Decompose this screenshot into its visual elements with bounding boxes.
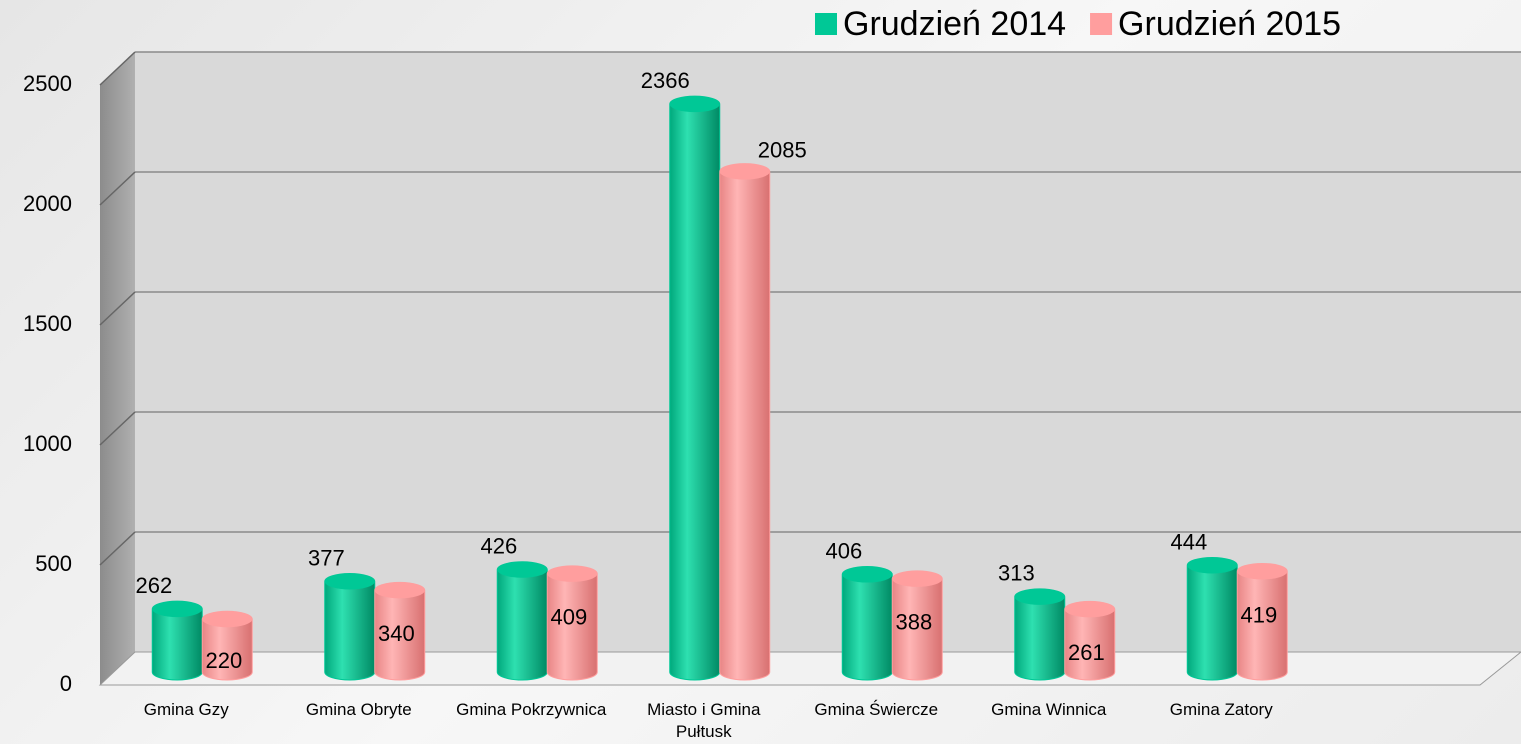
bar bbox=[841, 566, 893, 681]
side-wall bbox=[100, 52, 135, 685]
y-tick-label: 500 bbox=[35, 551, 72, 576]
grid-line bbox=[99, 51, 136, 86]
bar-top bbox=[1237, 563, 1288, 580]
y-tick-label: 2000 bbox=[23, 191, 72, 216]
legend-swatch bbox=[1090, 13, 1113, 35]
value-label: 406 bbox=[826, 538, 863, 563]
legend-label: Grudzień 2014 bbox=[843, 5, 1066, 43]
value-label: 261 bbox=[1068, 640, 1105, 665]
grid-line bbox=[99, 411, 136, 446]
x-tick-label: Gmina Pokrzywnica bbox=[456, 700, 607, 719]
x-tick-label: Gmina Świercze bbox=[814, 700, 939, 719]
value-label: 419 bbox=[1241, 602, 1278, 627]
floor bbox=[98, 651, 1521, 686]
grid-line bbox=[99, 171, 136, 206]
value-label: 426 bbox=[481, 534, 518, 559]
bar-top bbox=[152, 601, 203, 618]
legend-label: Grudzień 2015 bbox=[1118, 5, 1341, 43]
bar-top bbox=[842, 566, 893, 583]
bar-top bbox=[669, 96, 720, 113]
bar bbox=[719, 163, 771, 681]
bar-top bbox=[374, 582, 425, 599]
back-wall bbox=[135, 52, 1521, 652]
y-tick-label: 1000 bbox=[23, 431, 72, 456]
bar-top bbox=[719, 163, 770, 180]
value-label: 377 bbox=[308, 545, 345, 570]
bar-top bbox=[547, 565, 598, 582]
value-label: 388 bbox=[896, 610, 933, 635]
value-label: 2085 bbox=[758, 137, 807, 162]
value-label: 409 bbox=[551, 605, 588, 630]
x-tick-label: Miasto i Gmina Pułtusk bbox=[647, 700, 761, 741]
value-label: 2366 bbox=[641, 68, 690, 93]
bar-top bbox=[1014, 588, 1065, 605]
bar-top bbox=[497, 561, 548, 578]
x-tick-label: Gmina Zatory bbox=[1169, 700, 1273, 719]
legend-swatch bbox=[815, 13, 837, 35]
x-tick-label: Gmina Winnica bbox=[991, 700, 1107, 719]
bar-top bbox=[324, 573, 375, 590]
grid-line bbox=[99, 291, 136, 326]
bar bbox=[1186, 556, 1238, 681]
bar-top bbox=[202, 611, 253, 628]
x-tick-label: Gmina Gzy bbox=[143, 700, 229, 719]
y-tick-label: 2500 bbox=[23, 71, 72, 96]
value-label: 444 bbox=[1171, 529, 1208, 554]
grid-line bbox=[99, 531, 136, 566]
x-tick-label: Gmina Obryte bbox=[305, 700, 412, 719]
bar-top bbox=[892, 570, 943, 587]
y-tick-label: 0 bbox=[60, 671, 72, 696]
value-label: 313 bbox=[998, 561, 1035, 586]
value-label: 220 bbox=[206, 648, 243, 673]
bar-top bbox=[1064, 601, 1115, 618]
y-tick-label: 1500 bbox=[23, 311, 72, 336]
value-label: 262 bbox=[136, 573, 173, 598]
value-label: 340 bbox=[378, 621, 415, 646]
bar bbox=[496, 561, 548, 681]
bar-top bbox=[1187, 557, 1238, 574]
bar bbox=[669, 95, 721, 681]
